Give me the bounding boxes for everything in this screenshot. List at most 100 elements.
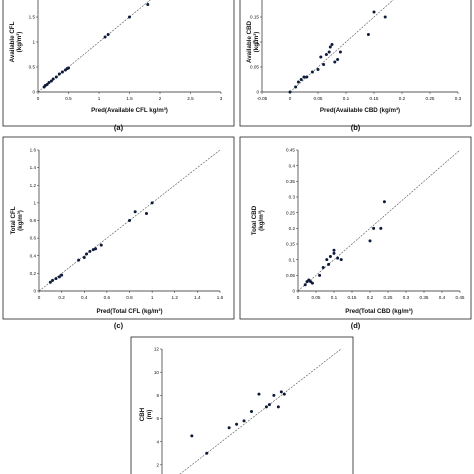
chart-c-point (51, 278, 55, 282)
chart-c-y-tick-label: 1.2 (30, 183, 37, 188)
chart-a-y-axis-title: Available CFL (9, 21, 16, 62)
chart-a: 0 0.5 1 1.5 2 2.5 3 0 0.5 1 1.5 Available CFL (kg/m³… (2, 0, 235, 127)
chart-b-x-tick-label: 0.3 (455, 96, 462, 101)
chart-c-y-axis-title: Total CFL (10, 206, 17, 234)
chart-d-x-tick-label: 0.1 (331, 295, 338, 300)
chart-d-point (339, 258, 343, 262)
chart-e-point (250, 410, 253, 414)
chart-c-point (94, 247, 98, 251)
chart-d-x-tick-label: 0.3 (403, 295, 410, 300)
chart-d-point (379, 226, 383, 230)
chart-e-y-tick-label: 2 (156, 462, 159, 467)
chart-d-point (328, 255, 332, 259)
chart-e-point (242, 419, 246, 423)
chart-c-point (57, 275, 61, 279)
chart-c-point (82, 256, 86, 260)
chart-d-y-tick-label: 0.35 (286, 179, 295, 184)
chart-c-x-tick-label: 1.2 (172, 295, 179, 300)
chart-e-point (227, 426, 231, 430)
chart-a-point (103, 35, 107, 39)
chart-e: 2 4 6 8 10 12 CBH (m) (130, 336, 354, 474)
chart-d-x-axis-title: Pred(Total CBD (kg/m³) (345, 308, 413, 315)
chart-e-y-tick-label: 8 (156, 393, 159, 398)
chart-c-x-tick-label: 1.4 (194, 295, 201, 300)
chart-c-point (88, 249, 92, 253)
chart-c-y-tick-label: 0.8 (30, 218, 37, 223)
chart-c-x-axis-title: Pred(Total CFL (kg/m³) (96, 308, 162, 315)
chart-b-point (338, 50, 342, 54)
chart-a-point (106, 33, 110, 36)
chart-a-y-tick-label: 1.5 (29, 15, 36, 20)
chart-b-x-tick-label: 0 (289, 96, 292, 101)
chart-a-x-tick-label: 0.5 (65, 96, 72, 101)
chart-d-y-tick-label: 0.1 (289, 257, 296, 262)
chart-d-y-tick-label: 0.05 (286, 273, 295, 278)
chart-c-point (48, 280, 52, 284)
chart-c-point (150, 201, 154, 205)
chart-c-y-tick-label: 1 (33, 200, 36, 205)
chart-b-x-tick-label: 0.2 (399, 96, 406, 101)
chart-a-point (49, 79, 53, 83)
chart-e-y-axis-unit: (m) (146, 410, 153, 420)
chart-e-point (205, 451, 209, 455)
chart-d-x-tick-label: 0.45 (456, 295, 465, 300)
chart-b-point (372, 10, 376, 14)
chart-b-x-tick-label: 0.1 (343, 96, 350, 101)
chart-a-caption: (a) (114, 123, 124, 132)
chart-b-point (302, 75, 306, 79)
chart-d-point (325, 258, 329, 262)
chart-d-y-tick-label: 0.2 (289, 226, 296, 231)
chart-b-y-tick-label: 0.15 (250, 15, 259, 20)
chart-c-point (133, 210, 137, 214)
chart-d-x-tick-label: 0.4 (439, 295, 446, 300)
chart-a-point (128, 15, 131, 19)
chart-d-x-tick-label: 0.35 (420, 295, 429, 300)
chart-c-x-tick-label: 0.6 (104, 295, 111, 300)
chart-b-point (322, 63, 326, 66)
chart-c-point (128, 219, 131, 222)
chart-d-y-tick-label: 0 (292, 289, 295, 294)
chart-c-y-tick-label: 0.6 (30, 236, 37, 241)
chart-d-one-to-one-line (298, 150, 460, 291)
chart-e-point (264, 405, 268, 409)
chart-c-x-tick-label: 1 (151, 295, 154, 300)
chart-e-point (272, 393, 276, 397)
chart-b-point (294, 85, 298, 89)
chart-b-point (383, 15, 387, 19)
chart-b-point (324, 53, 328, 56)
chart-a-point (51, 77, 55, 81)
chart-a-point (67, 66, 70, 70)
chart-c-point (77, 258, 81, 262)
chart-c-point (99, 243, 103, 247)
chart-b-point (330, 43, 334, 46)
chart-b-point (305, 75, 309, 79)
chart-e-point (257, 392, 261, 396)
chart-b: -0.05 0 0.05 0.1 0.15 0.2 0.25 0.300.050.10.15A… (239, 0, 472, 127)
chart-d-point (372, 226, 376, 230)
chart-b-y-axis-unit: (kg/m³) (253, 32, 260, 53)
chart-a-x-tick-label: 3 (220, 96, 223, 101)
chart-c-point (54, 277, 58, 281)
chart-d: 0 0.05 0.1 0.15 0.2 0.25 0.3 0.35 0.4 0.45 0 0.05 0.… (239, 136, 472, 320)
chart-d-y-tick-label: 0.45 (286, 148, 295, 153)
chart-d-point (332, 248, 336, 252)
chart-c-point (144, 211, 148, 215)
chart-d-point (368, 239, 372, 243)
chart-a-point (54, 75, 58, 79)
chart-a-y-tick-label: 1 (32, 40, 35, 45)
chart-a-point (45, 83, 49, 86)
chart-c-y-tick-label: 0.2 (30, 271, 37, 276)
chart-c-point (91, 248, 95, 252)
chart-a-y-tick-label: 0.5 (29, 65, 36, 70)
chart-e-frame (130, 336, 354, 474)
chart-e-point (282, 392, 286, 396)
chart-c-point (85, 252, 89, 256)
chart-c-y-axis-unit: (kg/m³) (17, 210, 24, 231)
chart-a-point (57, 72, 61, 76)
chart-c-y-tick-label: 1.4 (30, 165, 37, 170)
chart-d-y-tick-label: 0.3 (289, 195, 296, 200)
chart-a-x-tick-label: 0 (37, 96, 40, 101)
chart-a-x-tick-label: 2 (159, 96, 162, 101)
chart-c-x-tick-label: 0.4 (81, 295, 88, 300)
